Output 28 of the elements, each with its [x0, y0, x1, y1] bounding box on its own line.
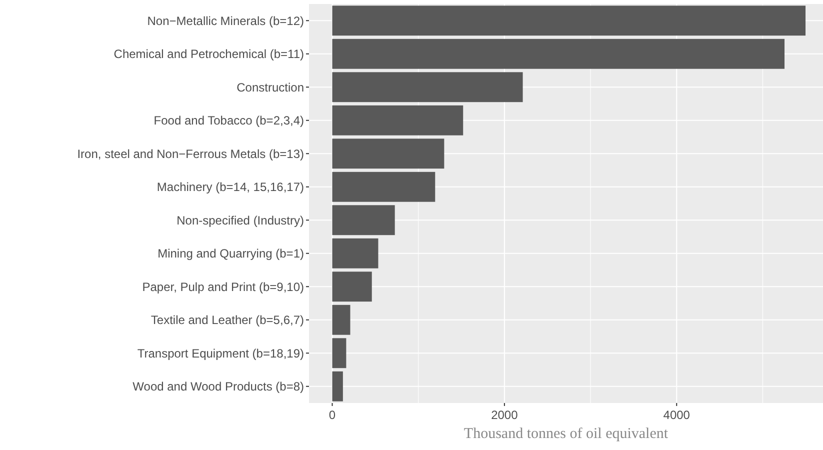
bar [332, 272, 372, 302]
y-tick-label: Non−Metallic Minerals (b=12) [147, 14, 304, 28]
x-tick-label: 4000 [663, 408, 690, 422]
bar [332, 105, 464, 136]
bar [332, 238, 378, 268]
bar [332, 72, 523, 102]
y-tick-label: Paper, Pulp and Print (b=9,10) [142, 280, 304, 294]
bar [332, 371, 343, 402]
bar [332, 338, 346, 368]
y-tick-label: Non-specified (Industry) [176, 213, 304, 228]
y-tick-label: Transport Equipment (b=18,19) [137, 346, 304, 360]
bar [332, 172, 436, 202]
y-tick-label: Mining and Quarrying (b=1) [158, 246, 304, 261]
y-tick-label: Iron, steel and Non−Ferrous Metals (b=13) [77, 146, 304, 161]
y-tick-label: Chemical and Petrochemical (b=11) [114, 47, 304, 62]
y-tick-label: Machinery (b=14, 15,16,17) [156, 180, 304, 194]
x-axis-title: Thousand tonnes of oil equivalent [464, 426, 669, 442]
bar [332, 6, 806, 36]
y-tick-label: Food and Tobacco (b=2,3,4) [154, 114, 304, 128]
y-tick-label: Construction [236, 80, 304, 94]
y-tick-label: Textile and Leather (b=5,6,7) [150, 313, 304, 328]
bar [332, 138, 444, 169]
x-tick-label: 0 [328, 408, 336, 422]
bar [332, 304, 350, 335]
y-tick-label: Wood and Wood Products (b=8) [132, 380, 304, 394]
bar [332, 38, 785, 69]
bar [332, 205, 395, 236]
x-tick-label: 2000 [491, 408, 518, 422]
